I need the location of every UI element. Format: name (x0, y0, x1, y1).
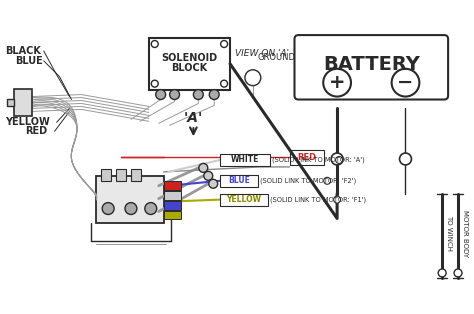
Circle shape (145, 203, 157, 214)
Bar (7, 99, 14, 106)
Circle shape (454, 269, 462, 277)
FancyBboxPatch shape (294, 35, 448, 100)
Circle shape (193, 89, 203, 100)
Circle shape (170, 89, 180, 100)
Circle shape (220, 80, 228, 87)
Text: BLOCK: BLOCK (171, 63, 208, 73)
Circle shape (204, 171, 213, 180)
Bar (220, 194, 268, 206)
Circle shape (209, 179, 218, 188)
Text: SOLENOID: SOLENOID (161, 53, 218, 63)
Circle shape (209, 89, 219, 100)
Text: WHITE: WHITE (231, 155, 259, 165)
Text: BATTERY: BATTERY (323, 55, 420, 74)
Text: +: + (329, 73, 346, 92)
Bar (220, 175, 258, 187)
Text: BLUE: BLUE (228, 176, 250, 185)
Circle shape (125, 203, 137, 214)
Text: RED: RED (297, 153, 316, 161)
Circle shape (199, 164, 208, 172)
Text: (SOLID LINK TO MOTOR: 'F1'): (SOLID LINK TO MOTOR: 'F1') (270, 196, 366, 203)
Text: VIEW ON 'A': VIEW ON 'A' (235, 49, 289, 58)
Text: YELLOW: YELLOW (5, 117, 50, 127)
Bar (149, 38, 230, 89)
Bar (164, 191, 182, 200)
Circle shape (245, 70, 261, 86)
Bar (164, 210, 182, 219)
Circle shape (323, 69, 351, 96)
Text: GROUND: GROUND (258, 53, 296, 62)
Circle shape (156, 89, 165, 100)
Circle shape (102, 203, 114, 214)
Bar (131, 169, 141, 181)
Circle shape (331, 153, 343, 165)
Text: RED: RED (25, 126, 47, 136)
Circle shape (334, 196, 341, 203)
Circle shape (438, 269, 446, 277)
Circle shape (400, 153, 411, 165)
Text: BLACK: BLACK (5, 46, 41, 56)
Text: 'A': 'A' (184, 111, 203, 125)
Text: YELLOW: YELLOW (227, 195, 262, 204)
Bar (220, 154, 270, 166)
Text: (SOLID LINK TO MOTOR: 'F2'): (SOLID LINK TO MOTOR: 'F2') (260, 177, 356, 184)
Bar (164, 181, 182, 190)
Text: TO WINCH: TO WINCH (446, 215, 452, 251)
Circle shape (151, 80, 158, 87)
Bar (290, 150, 324, 165)
Text: MOTOR BODY: MOTOR BODY (462, 210, 468, 257)
Circle shape (392, 69, 419, 96)
Circle shape (151, 41, 158, 47)
Circle shape (336, 156, 343, 164)
Circle shape (220, 41, 228, 47)
Circle shape (324, 177, 331, 184)
Bar (14, 89, 32, 116)
Bar (96, 176, 164, 223)
Text: −: − (397, 73, 414, 92)
Bar (164, 201, 182, 209)
Bar (101, 169, 111, 181)
Text: BLUE: BLUE (15, 56, 43, 66)
Text: (SOLID LINK TO MOTOR: 'A'): (SOLID LINK TO MOTOR: 'A') (272, 157, 365, 163)
Bar (116, 169, 126, 181)
